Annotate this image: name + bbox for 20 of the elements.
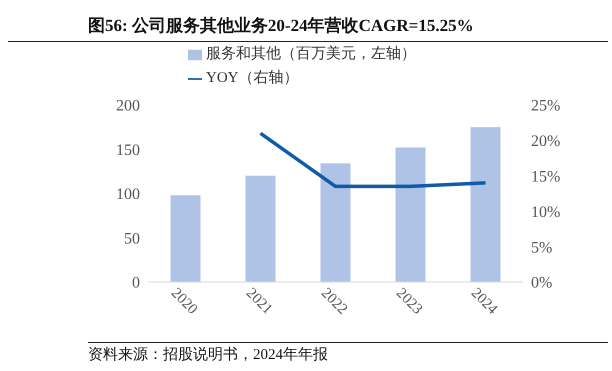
y-tick-label: 200 xyxy=(116,98,140,115)
y2-tick-label: 5% xyxy=(531,239,552,256)
bar xyxy=(320,163,350,282)
chart-title: 图56: 公司服务其他业务20-24年营收CAGR=15.25% xyxy=(8,8,608,42)
text: 资料来源：招股说明书，2024年年报 xyxy=(88,345,608,364)
y-tick-label: 50 xyxy=(124,230,140,248)
y-tick-label: 100 xyxy=(116,186,140,204)
y-tick-label: 150 xyxy=(116,142,140,159)
bar xyxy=(170,195,200,282)
bar xyxy=(396,147,426,282)
legend-label: YOY（右轴） xyxy=(206,70,298,86)
y-tick-label: 0 xyxy=(132,274,140,292)
bar xyxy=(246,176,276,282)
y2-tick-label: 0% xyxy=(531,274,552,292)
y2-tick-label: 15% xyxy=(531,168,560,186)
legend-label: 服务和其他（百万美元，左轴） xyxy=(206,46,416,62)
y2-tick-label: 20% xyxy=(531,133,560,150)
y2-tick-label: 25% xyxy=(531,98,560,115)
y2-tick-label: 10% xyxy=(531,204,560,221)
bar xyxy=(470,127,500,282)
